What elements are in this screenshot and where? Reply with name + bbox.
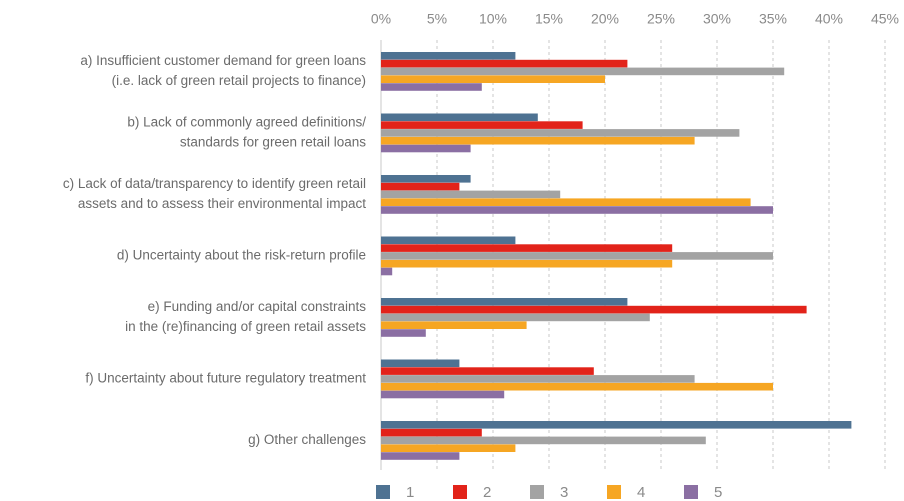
x-tick-label: 20% [591, 11, 619, 27]
bar [381, 236, 516, 245]
legend-swatch [453, 485, 467, 499]
bar [381, 206, 773, 214]
bar [381, 75, 605, 83]
x-tick-label: 30% [703, 11, 731, 27]
bar [381, 67, 785, 76]
bar [381, 129, 740, 137]
bar [381, 267, 393, 276]
category-label: g) Other challenges [248, 432, 366, 447]
legend-label: 5 [714, 484, 722, 501]
x-tick-label: 15% [535, 11, 563, 27]
x-tick-label: 10% [479, 11, 507, 27]
x-tick-label: 45% [871, 11, 899, 27]
bar [381, 390, 505, 399]
bar [381, 182, 460, 191]
legend-swatch [376, 485, 390, 499]
bar [381, 144, 471, 153]
category-label: e) Funding and/or capital constraints [148, 299, 367, 314]
category-label: f) Uncertainty about future regulatory t… [85, 371, 366, 386]
bar [381, 375, 695, 383]
bar [381, 175, 471, 183]
bar [381, 52, 516, 60]
category-label: b) Lack of commonly agreed definitions/ [127, 115, 366, 130]
x-tick-label: 40% [815, 11, 843, 27]
bar [381, 329, 426, 337]
bar [381, 452, 460, 460]
bar [381, 244, 673, 252]
legend-label: 1 [406, 484, 414, 501]
bar [381, 298, 628, 306]
bar [381, 252, 773, 260]
bar [381, 113, 538, 122]
x-tick-label: 0% [371, 11, 391, 27]
bar [381, 313, 650, 322]
category-label: in the (re)financing of green retail ass… [125, 319, 366, 334]
bar [381, 436, 706, 445]
bar [381, 121, 583, 129]
bar [381, 444, 516, 452]
bar [381, 83, 482, 91]
legend-label: 2 [483, 484, 491, 501]
category-label: assets and to assess their environmental… [78, 196, 366, 211]
bar [381, 382, 773, 391]
bar [381, 321, 527, 329]
x-tick-label: 25% [647, 11, 675, 27]
bar [381, 428, 482, 437]
category-label: standards for green retail loans [180, 135, 366, 150]
bar [381, 259, 673, 268]
category-label: d) Uncertainty about the risk-return pro… [117, 248, 366, 263]
x-tick-label: 35% [759, 11, 787, 27]
bar [381, 198, 751, 206]
legend-swatch [684, 485, 698, 499]
bar [381, 359, 460, 368]
bar [381, 305, 807, 314]
bar [381, 421, 852, 429]
category-label: c) Lack of data/transparency to identify… [63, 176, 366, 191]
legend-swatch [607, 485, 621, 499]
x-tick-label: 5% [427, 11, 447, 27]
bar [381, 367, 594, 375]
category-label: (i.e. lack of green retail projects to f… [112, 73, 366, 88]
bar [381, 190, 561, 199]
bar [381, 59, 628, 68]
legend-label: 3 [560, 484, 568, 501]
legend-label: 4 [637, 484, 645, 501]
category-label: a) Insufficient customer demand for gree… [80, 53, 366, 68]
bar [381, 136, 695, 145]
legend-swatch [530, 485, 544, 499]
